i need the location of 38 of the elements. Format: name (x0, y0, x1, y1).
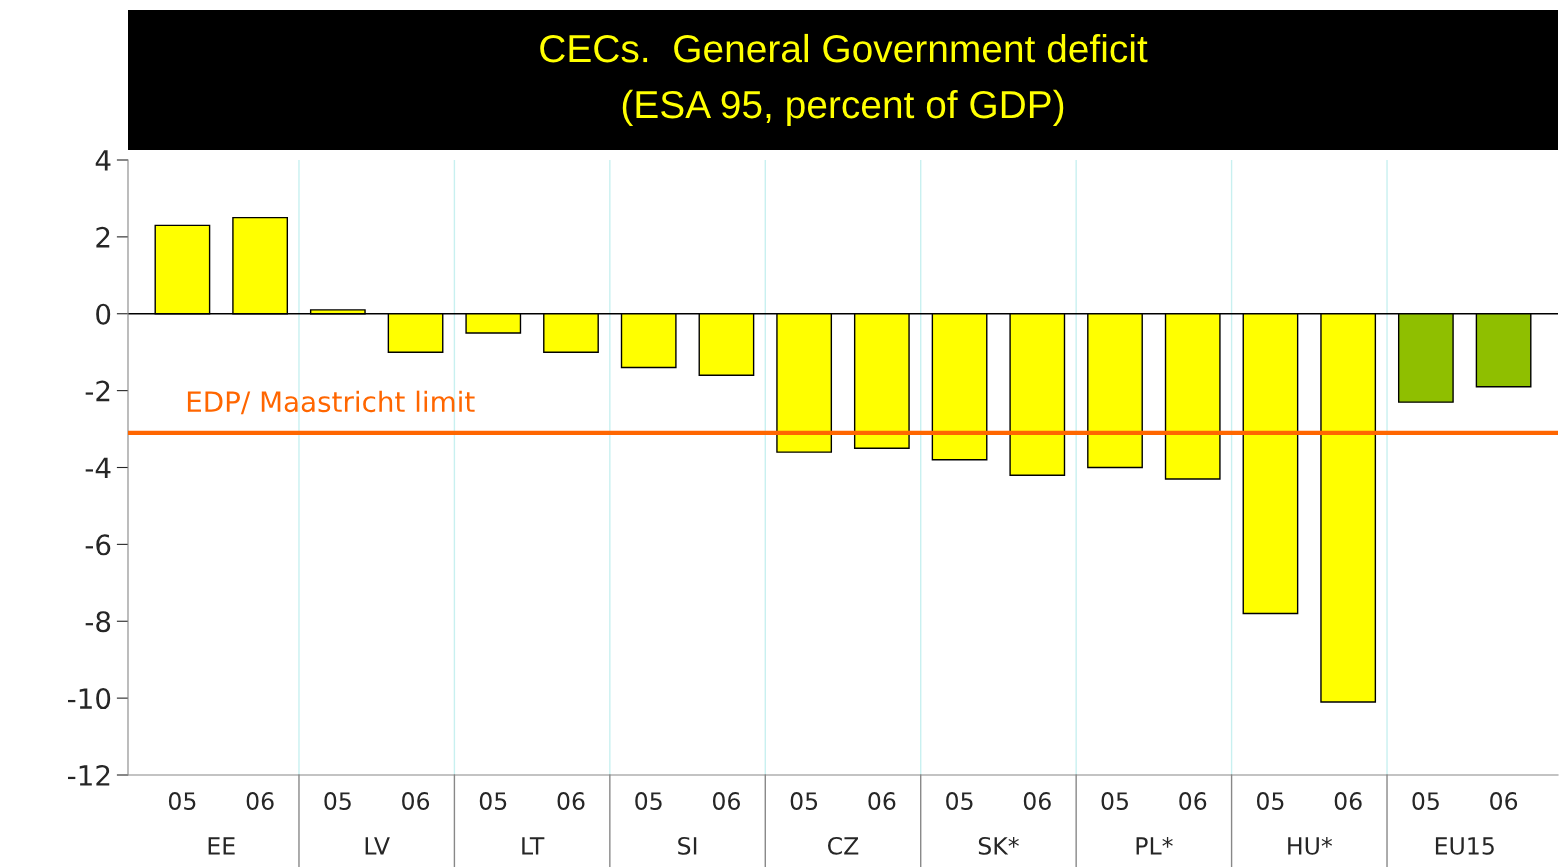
x-tick-label: 05 (790, 792, 818, 810)
text: SK* (978, 836, 1019, 855)
x-tick-label: 06 (868, 792, 896, 810)
x-tick-label: 06 (1334, 792, 1362, 810)
text: LT (522, 837, 545, 855)
x-tick-label: 06 (712, 792, 740, 810)
chart-title: CECs. General Government deficit (ESA 95, percent of GDP) (540, 33, 1148, 127)
x-tick-label: 06 (402, 792, 430, 810)
x-tick-label: 06 (1023, 792, 1051, 810)
x-tick-label: 05 (946, 792, 973, 810)
y-tick-label: -12 (68, 764, 110, 786)
text: SI (678, 836, 697, 855)
x-tick-label: 06 (1179, 792, 1207, 810)
y-tick-label: 4 (95, 150, 111, 171)
x-tick-label: 05 (1412, 792, 1439, 810)
y-tick-label: -2 (85, 380, 110, 402)
text: EE (208, 837, 235, 855)
text: LV (365, 837, 390, 855)
text: HU* (1288, 836, 1333, 855)
y-tick-label: -10 (68, 688, 111, 710)
text: EU15 (1435, 837, 1494, 855)
x-tick-label: 05 (324, 792, 351, 810)
x-tick-label: 06 (246, 792, 274, 810)
y-tick-label: -4 (85, 457, 111, 479)
x-tick-label: 05 (1256, 792, 1284, 810)
x-tick-label: 05 (635, 792, 662, 810)
ref-line-label: EDP/ Maastricht limit (187, 390, 475, 415)
y-tick-label: -8 (85, 611, 111, 633)
y-tick-label: 0 (96, 303, 111, 325)
x-tick-label: 06 (1490, 792, 1518, 810)
x-tick-label: 05 (1101, 792, 1128, 810)
y-tick-label: -6 (85, 534, 111, 556)
x-tick-label: 06 (557, 792, 585, 810)
y-tick-label: 2 (96, 226, 110, 248)
text: PL* (1136, 836, 1173, 855)
text: CZ (827, 836, 859, 855)
x-tick-label: 05 (168, 792, 196, 810)
x-tick-label: 05 (479, 792, 507, 810)
